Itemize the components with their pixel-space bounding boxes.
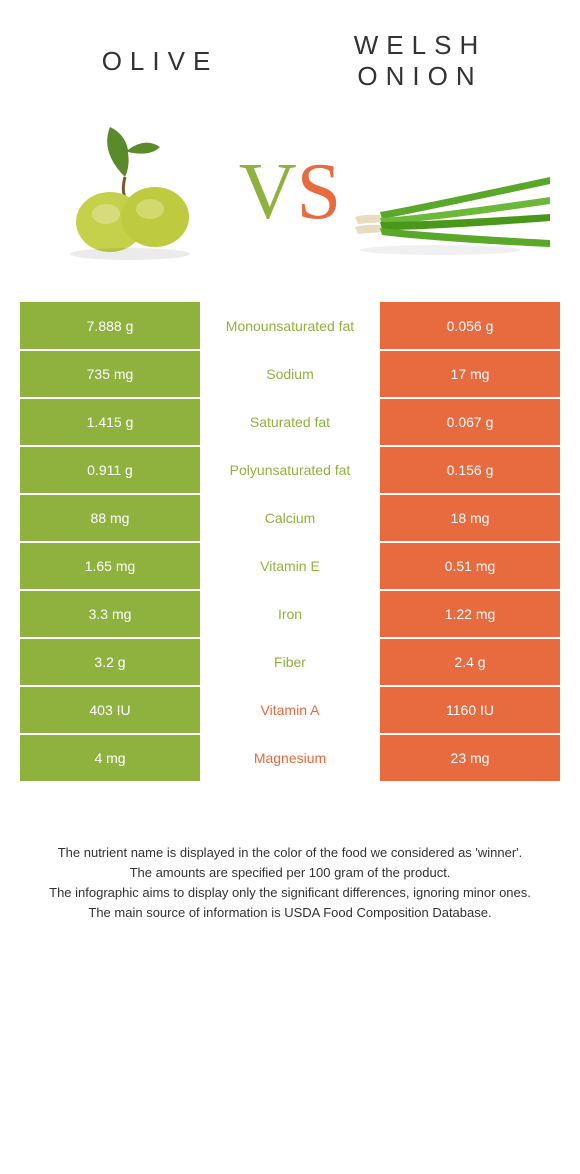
- left-value: 3.2 g: [20, 638, 200, 686]
- left-value: 88 mg: [20, 494, 200, 542]
- right-value: 1160 IU: [380, 686, 560, 734]
- right-value: 0.067 g: [380, 398, 560, 446]
- nutrient-label: Polyunsaturated fat: [200, 446, 380, 494]
- table-row: 7.888 gMonounsaturated fat0.056 g: [20, 302, 560, 350]
- table-row: 735 mgSodium17 mg: [20, 350, 560, 398]
- welsh-onion-image: [350, 122, 550, 262]
- footer-notes: The nutrient name is displayed in the co…: [20, 843, 560, 924]
- nutrient-label: Monounsaturated fat: [200, 302, 380, 350]
- titles-row: Olive Welsh Onion: [20, 30, 560, 92]
- nutrient-label: Vitamin A: [200, 686, 380, 734]
- left-value: 735 mg: [20, 350, 200, 398]
- left-value: 0.911 g: [20, 446, 200, 494]
- table-row: 4 mgMagnesium23 mg: [20, 734, 560, 782]
- right-food-title: Welsh Onion: [320, 30, 520, 92]
- table-row: 3.3 mgIron1.22 mg: [20, 590, 560, 638]
- nutrient-label: Calcium: [200, 494, 380, 542]
- vs-s: S: [297, 148, 342, 236]
- nutrient-label: Iron: [200, 590, 380, 638]
- note-line: The amounts are specified per 100 gram o…: [40, 863, 540, 883]
- right-value: 17 mg: [380, 350, 560, 398]
- vs-v: V: [239, 148, 297, 236]
- nutrient-label: Saturated fat: [200, 398, 380, 446]
- table-row: 1.415 gSaturated fat0.067 g: [20, 398, 560, 446]
- left-value: 403 IU: [20, 686, 200, 734]
- left-value: 3.3 mg: [20, 590, 200, 638]
- nutrient-label: Fiber: [200, 638, 380, 686]
- right-value: 18 mg: [380, 494, 560, 542]
- table-row: 403 IUVitamin A1160 IU: [20, 686, 560, 734]
- right-value: 1.22 mg: [380, 590, 560, 638]
- left-value: 1.65 mg: [20, 542, 200, 590]
- note-line: The main source of information is USDA F…: [40, 903, 540, 923]
- right-value: 0.156 g: [380, 446, 560, 494]
- olive-icon: [30, 122, 230, 262]
- images-row: VS: [20, 112, 560, 272]
- welsh-onion-icon: [350, 122, 550, 262]
- table-row: 1.65 mgVitamin E0.51 mg: [20, 542, 560, 590]
- table-row: 0.911 gPolyunsaturated fat0.156 g: [20, 446, 560, 494]
- vs-label: VS: [239, 147, 341, 238]
- table-row: 3.2 gFiber2.4 g: [20, 638, 560, 686]
- right-value: 0.51 mg: [380, 542, 560, 590]
- nutrient-label: Vitamin E: [200, 542, 380, 590]
- left-value: 1.415 g: [20, 398, 200, 446]
- infographic-container: Olive Welsh Onion VS: [0, 0, 580, 934]
- nutrient-table: 7.888 gMonounsaturated fat0.056 g735 mgS…: [20, 302, 560, 783]
- left-value: 7.888 g: [20, 302, 200, 350]
- table-row: 88 mgCalcium18 mg: [20, 494, 560, 542]
- right-value: 0.056 g: [380, 302, 560, 350]
- note-line: The nutrient name is displayed in the co…: [40, 843, 540, 863]
- left-food-title: Olive: [60, 46, 260, 77]
- left-value: 4 mg: [20, 734, 200, 782]
- right-value: 23 mg: [380, 734, 560, 782]
- nutrient-label: Sodium: [200, 350, 380, 398]
- olive-image: [30, 122, 230, 262]
- nutrient-label: Magnesium: [200, 734, 380, 782]
- right-value: 2.4 g: [380, 638, 560, 686]
- note-line: The infographic aims to display only the…: [40, 883, 540, 903]
